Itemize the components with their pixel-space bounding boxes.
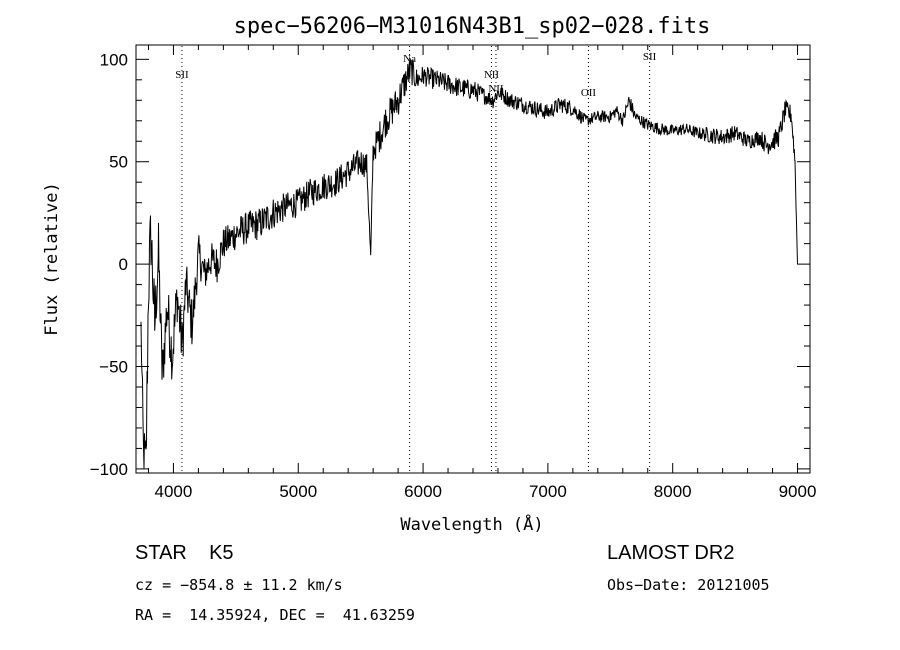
y-tick-label: −100 bbox=[90, 460, 128, 479]
plot-frame bbox=[135, 44, 811, 474]
marker-label: OII bbox=[581, 87, 597, 99]
minor-ticks bbox=[136, 45, 810, 473]
redshift-info: cz = −854.8 ± 11.2 km/s bbox=[135, 576, 343, 594]
x-axis-ticks: 4000 5000 6000 7000 8000 9000 bbox=[155, 45, 817, 501]
marker-label: SII bbox=[175, 69, 189, 81]
chart-title: spec−56206−M31016N43B1_sp02−028.fits bbox=[234, 14, 711, 39]
marker-label: SII bbox=[643, 51, 657, 63]
x-tick-label: 4000 bbox=[155, 482, 193, 501]
survey-name: LAMOST DR2 bbox=[607, 542, 735, 564]
object-class: STAR K5 bbox=[135, 542, 234, 564]
y-axis-label: Flux (relative) bbox=[42, 182, 62, 336]
x-tick-label: 8000 bbox=[654, 482, 692, 501]
x-axis-label: Wavelength (Å) bbox=[400, 513, 543, 535]
y-tick-label: 100 bbox=[100, 50, 128, 69]
y-tick-label: 0 bbox=[119, 255, 128, 274]
marker-label: NII bbox=[484, 69, 500, 81]
y-tick-label: 50 bbox=[109, 153, 128, 172]
observation-date: Obs−Date: 20121005 bbox=[607, 576, 770, 594]
x-tick-label: 6000 bbox=[404, 482, 442, 501]
spectrum-line bbox=[140, 58, 798, 469]
x-tick-label: 7000 bbox=[529, 482, 567, 501]
x-tick-label: 5000 bbox=[279, 482, 317, 501]
coordinates-info: RA = 14.35924, DEC = 41.63259 bbox=[135, 606, 415, 624]
x-tick-label: 9000 bbox=[779, 482, 817, 501]
y-axis-ticks: −100 −50 0 50 100 bbox=[90, 50, 810, 479]
y-tick-label: −50 bbox=[99, 358, 128, 377]
